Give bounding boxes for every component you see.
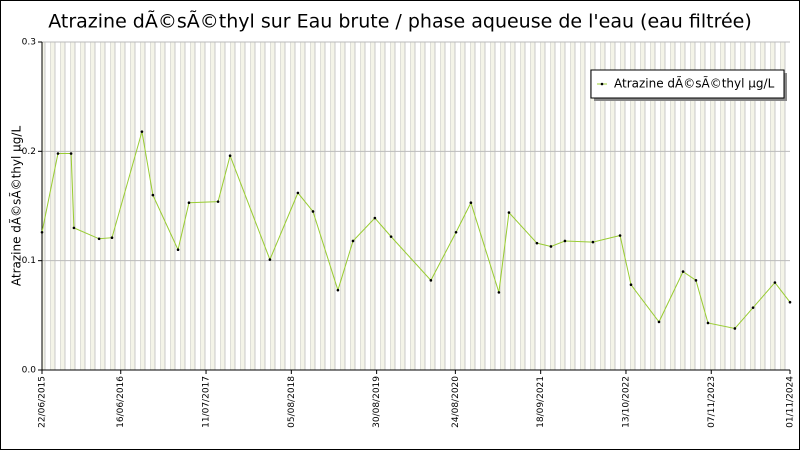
- data-point: [507, 211, 511, 214]
- data-point: [389, 235, 393, 238]
- data-point: [549, 245, 553, 248]
- x-tick-label: 01/11/2024: [786, 376, 796, 428]
- data-point: [216, 200, 220, 203]
- data-point: [69, 152, 73, 155]
- x-tick-label: 16/06/2016: [116, 376, 126, 428]
- data-point: [40, 230, 44, 234]
- data-point: [429, 279, 433, 282]
- x-tick-label: 24/08/2020: [451, 376, 461, 428]
- data-point: [56, 152, 60, 155]
- y-tick-label: 0.2: [22, 147, 36, 157]
- data-point: [110, 236, 114, 240]
- y-tick-label: 0.1: [22, 256, 36, 266]
- data-point: [563, 239, 567, 243]
- data-point: [469, 201, 473, 205]
- data-point: [72, 226, 76, 230]
- chart-title: Atrazine dÃ©sÃ©thyl sur Eau brute / phas…: [48, 10, 752, 33]
- data-point: [268, 258, 272, 261]
- data-point: [373, 216, 377, 220]
- x-tick-label: 05/08/2018: [287, 376, 297, 428]
- data-point: [694, 279, 698, 282]
- x-tick-label: 30/08/2019: [372, 376, 382, 428]
- data-point: [176, 248, 180, 252]
- data-point: [228, 154, 232, 158]
- data-point: [706, 321, 710, 325]
- legend: Atrazine dÃ©sÃ©thyl µg/L: [590, 69, 787, 101]
- data-point: [497, 291, 501, 294]
- y-tick-label: 0.0: [22, 366, 37, 376]
- legend-label: Atrazine dÃ©sÃ©thyl µg/L: [614, 76, 775, 91]
- data-line: [41, 131, 791, 330]
- data-point: [336, 288, 340, 292]
- data-point: [751, 306, 755, 309]
- data-point: [733, 327, 737, 330]
- x-tick-label: 18/09/2021: [536, 376, 546, 428]
- data-point: [97, 237, 101, 241]
- data-point: [151, 193, 155, 197]
- y-axis-label: Atrazine dÃ©sÃ©thyl µg/L: [9, 126, 24, 287]
- data-point: [351, 239, 355, 243]
- data-point: [187, 201, 191, 205]
- x-tick-label: 22/06/2015: [38, 376, 48, 428]
- data-point: [296, 191, 300, 195]
- y-tick-label: 0.3: [22, 38, 36, 48]
- data-point: [311, 210, 315, 213]
- data-point: [618, 234, 622, 237]
- x-tick-label: 07/11/2023: [707, 376, 717, 428]
- x-tick-label: 13/10/2022: [621, 376, 631, 428]
- x-tick-label: 11/07/2017: [202, 376, 212, 428]
- data-point: [681, 270, 685, 273]
- data-point: [140, 130, 144, 133]
- data-point: [591, 240, 595, 244]
- legend-box: [590, 69, 785, 99]
- data-point: [657, 320, 661, 324]
- data-point: [773, 281, 777, 284]
- data-point: [454, 230, 458, 234]
- legend-marker: [600, 82, 604, 86]
- data-point: [629, 283, 633, 287]
- data-point: [788, 300, 792, 304]
- data-point: [535, 241, 539, 245]
